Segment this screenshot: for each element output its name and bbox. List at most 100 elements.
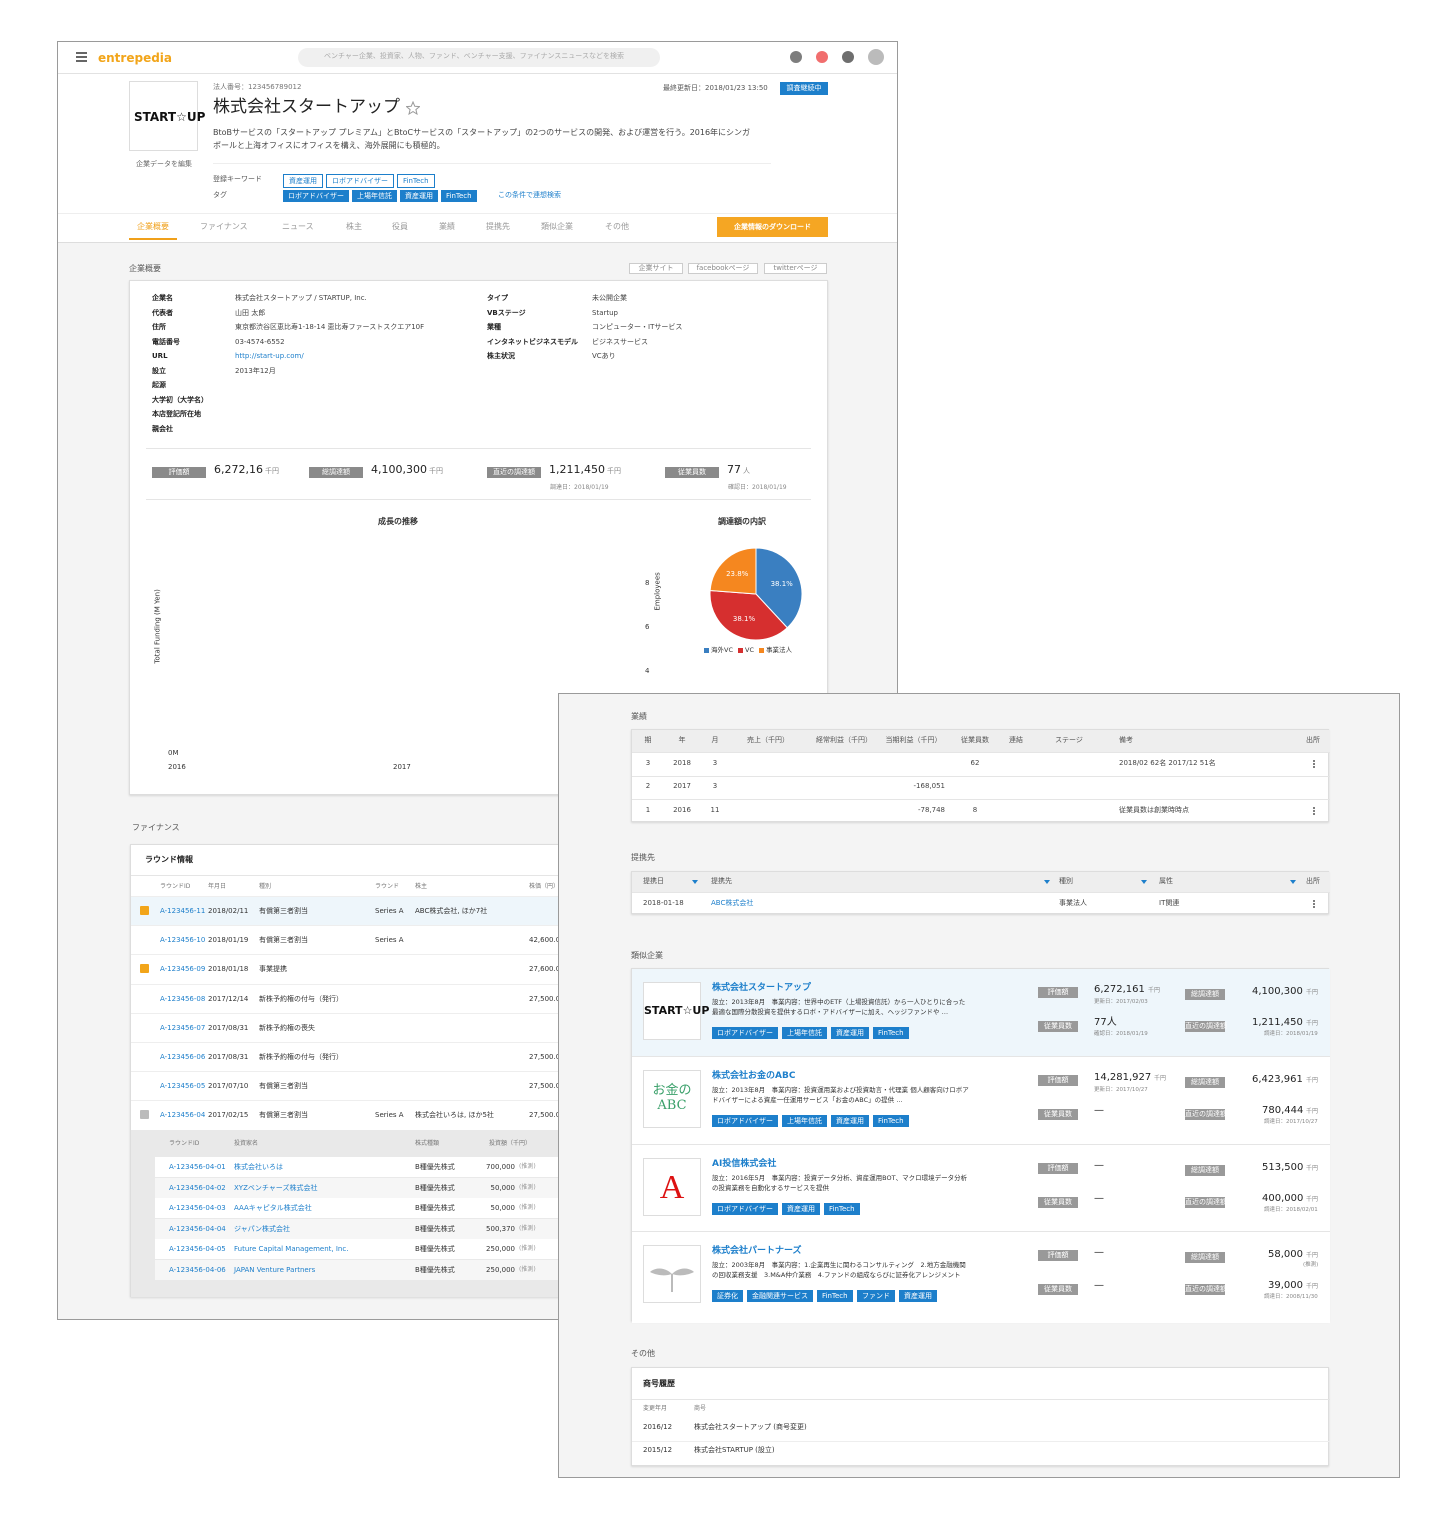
tab[interactable]: 企業概要 — [137, 222, 169, 231]
investor-cell: B種優先株式 — [415, 1163, 455, 1171]
active-tab-underline — [129, 238, 177, 240]
column-header: 提携日 — [643, 877, 664, 885]
menu-icon — [76, 60, 87, 62]
tag-chip[interactable]: 金融関連サービス — [747, 1290, 813, 1302]
download-button[interactable]: 企業情報のダウンロード — [717, 217, 828, 237]
external-link[interactable]: twitterページ — [764, 263, 827, 274]
tag-chip[interactable]: ロボアドバイザー — [712, 1115, 778, 1127]
tab[interactable]: ニュース — [282, 222, 314, 231]
tag-chip[interactable]: 資産運用 — [782, 1203, 820, 1215]
history-cell: 株式会社STARTUP (設立) — [694, 1446, 775, 1454]
investor-link[interactable]: A-123456-04-06 — [169, 1265, 226, 1274]
tag-chip[interactable]: 資産運用 — [283, 174, 323, 188]
metric-label: 直近の調達額 — [1185, 1021, 1227, 1032]
tab[interactable]: その他 — [605, 222, 629, 231]
tag-chip[interactable]: FinTech — [397, 174, 435, 188]
column-header: 備考 — [1119, 736, 1133, 744]
tab[interactable]: 役員 — [392, 222, 408, 231]
metric-label: 従業員数 — [1038, 1197, 1078, 1208]
company-info: の回収業務支援 3.M&A仲介業務 4.ファンドの組成ならびに証券化アレンジメン… — [712, 1271, 961, 1279]
investor-link[interactable]: JAPAN Venture Partners — [234, 1265, 316, 1274]
round-id-link[interactable]: A-123456-08 — [160, 994, 206, 1003]
round-id-link[interactable]: A-123456-04 — [160, 1111, 206, 1120]
field-label: 電話番号 — [152, 337, 180, 346]
investor-link[interactable]: Future Capital Management, Inc. — [234, 1245, 349, 1253]
round-cell: 2017/07/10 — [208, 1082, 249, 1091]
round-id-link[interactable]: A-123456-07 — [160, 1023, 206, 1032]
investor-link[interactable]: XYZベンチャーズ株式会社 — [234, 1183, 318, 1192]
tag-chip[interactable]: ロボアドバイザー — [326, 174, 394, 188]
tab[interactable]: ファイナンス — [200, 222, 248, 231]
external-link[interactable]: facebookページ — [688, 263, 758, 274]
sort-icon — [1044, 880, 1050, 884]
tab[interactable]: 提携先 — [486, 222, 510, 231]
favorite-star[interactable] — [406, 101, 420, 115]
investor-link[interactable]: A-123456-04-01 — [169, 1163, 226, 1171]
company-name: 株式会社スタートアップ — [213, 97, 400, 117]
tag-chip[interactable]: ロボアドバイザー — [712, 1203, 778, 1215]
field-value: 東京都渋谷区恵比寿1-18-14 恵比寿ファーストスクエア10F — [235, 323, 425, 331]
round-id-link[interactable]: A-123456-05 — [160, 1082, 206, 1091]
round-cell: 事業提携 — [259, 965, 287, 974]
round-id-link[interactable]: A-123456-10 — [160, 936, 206, 945]
investor-link[interactable]: ジャパン株式会社 — [234, 1224, 290, 1233]
round-id-link[interactable]: A-123456-09 — [160, 965, 206, 974]
investor-link[interactable]: 株式会社いろは — [234, 1163, 283, 1171]
source-menu-icon — [1313, 906, 1315, 908]
tag-chip[interactable]: FinTech — [873, 1115, 909, 1127]
tag-chip[interactable]: ロボアドバイザー — [712, 1027, 778, 1039]
table-cell: 事業法人 — [1059, 898, 1087, 907]
metric-value: — — [1094, 1105, 1104, 1116]
tag-chip[interactable]: ロボアドバイザー — [283, 190, 349, 202]
tag-chip[interactable]: 上場年信託 — [782, 1115, 827, 1127]
tag-chip[interactable]: 上場年信託 — [352, 190, 397, 202]
tag-chip[interactable]: 上場年信託 — [782, 1027, 827, 1039]
field-label: 業種 — [487, 323, 501, 331]
field-label: 代表者 — [152, 308, 173, 317]
company-logo-text: A — [659, 1169, 685, 1206]
tag-chip[interactable]: FinTech — [817, 1290, 853, 1302]
column-header: 月 — [711, 736, 719, 744]
window-company-details: 業績期年月売上（千円） 経常利益（千円） 当期利益（千円） 従業員数 連結 ステージ 備考出… — [558, 693, 1400, 1478]
tag-chip[interactable]: 資産運用 — [400, 190, 438, 202]
tag-chip[interactable]: 資産運用 — [899, 1290, 937, 1302]
tag-chip[interactable]: ファンド — [857, 1290, 895, 1302]
investor-link[interactable]: A-123456-04-05 — [169, 1245, 226, 1253]
round-cell: Series A — [375, 1111, 404, 1120]
search-box: ベンチャー企業、投資家、人物、ファンド、ベンチャー支援、ファイナンスニュースなど… — [298, 48, 660, 67]
field-label: 大学初（大学名） — [152, 395, 208, 404]
tag-chip[interactable]: 資産運用 — [831, 1027, 869, 1039]
divider — [146, 499, 811, 500]
round-id-link[interactable]: A-123456-06 — [160, 1053, 206, 1061]
edit-link[interactable]: 企業データを編集 — [136, 160, 192, 168]
external-link[interactable]: 企業サイト — [629, 263, 683, 274]
tag-chip[interactable]: 証券化 — [712, 1290, 743, 1302]
metric-note: 調達日：2018/01/19 — [550, 484, 609, 491]
tag-chip[interactable]: FinTech — [824, 1203, 860, 1215]
app-logo[interactable]: entrepedia — [98, 51, 173, 65]
field-value[interactable]: http://start-up.com/ — [235, 352, 304, 360]
similar-search-link[interactable]: この条件で連想検索 — [498, 191, 561, 199]
metric-unit: 千円 — [1306, 1165, 1319, 1172]
tab[interactable]: 株主 — [346, 222, 362, 231]
tab[interactable]: 業績 — [439, 222, 455, 231]
investor-amount: 500,370 — [486, 1224, 515, 1233]
investor-link[interactable]: A-123456-04-02 — [169, 1183, 226, 1192]
company-name-link[interactable]: AI投信株式会社 — [712, 1159, 777, 1169]
investor-link[interactable]: A-123456-04-03 — [169, 1204, 226, 1212]
tag-chip[interactable]: FinTech — [441, 190, 477, 202]
company-name-link[interactable]: 株式会社パートナーズ — [712, 1246, 802, 1256]
tag-chip[interactable]: FinTech — [873, 1027, 909, 1039]
metric-label: 評価額 — [1038, 1250, 1078, 1261]
tag-chip[interactable]: 資産運用 — [831, 1115, 869, 1127]
investor-link[interactable]: AAAキャピタル株式会社 — [234, 1204, 312, 1212]
company-name-link[interactable]: 株式会社お金のABC — [712, 1071, 796, 1081]
company-name-link[interactable]: 株式会社スタートアップ — [712, 983, 812, 993]
round-cell: 株式会社いろは, ほか5社 — [415, 1111, 494, 1120]
tab[interactable]: 類似企業 — [541, 222, 573, 231]
table-link[interactable]: ABC株式会社 — [711, 898, 754, 907]
investor-link[interactable]: A-123456-04-04 — [169, 1224, 226, 1233]
field-value: 03-4574-6552 — [235, 337, 285, 346]
table-cell: 2017 — [673, 782, 691, 791]
round-id-link[interactable]: A-123456-11 — [160, 907, 206, 915]
